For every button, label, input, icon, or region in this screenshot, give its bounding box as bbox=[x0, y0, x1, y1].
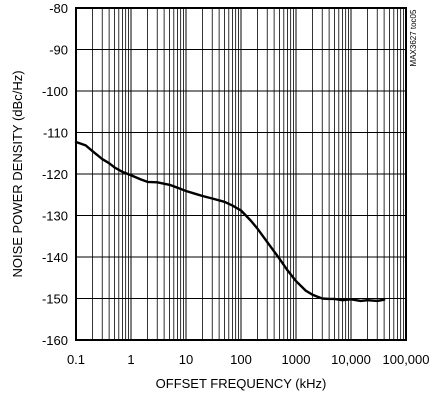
x-axis-label: OFFSET FREQUENCY (kHz) bbox=[156, 376, 327, 391]
figure-code-label: MAX3627 toc05 bbox=[409, 9, 418, 66]
y-tick-labels: -80 -90 -100 -110 -120 -130 -140 -150 -160 bbox=[42, 1, 68, 348]
y-tick-label: -120 bbox=[42, 167, 68, 182]
x-tick-label: 10 bbox=[179, 352, 193, 367]
y-tick-label: -140 bbox=[42, 250, 68, 265]
y-tick-label: -90 bbox=[49, 43, 68, 58]
plot-frame bbox=[75, 7, 407, 341]
x-tick-label: 1 bbox=[127, 352, 134, 367]
y-axis-label: NOISE POWER DENSITY (dBc/Hz) bbox=[10, 70, 25, 277]
y-tick-label: -110 bbox=[43, 126, 68, 141]
y-tick-label: -150 bbox=[42, 292, 68, 307]
x-tick-labels: 0.1 1 10 100 1000 10,000 100,000 bbox=[67, 352, 430, 367]
grid bbox=[75, 7, 406, 341]
x-tick-label: 10,000 bbox=[331, 352, 371, 367]
series-group bbox=[74, 140, 386, 303]
x-tick-label: 100 bbox=[230, 352, 252, 367]
x-tick-label: 0.1 bbox=[67, 352, 85, 367]
series-line-0 bbox=[74, 140, 386, 303]
y-tick-label: -80 bbox=[49, 1, 68, 16]
y-tick-label: -130 bbox=[42, 209, 68, 224]
x-tick-label: 1000 bbox=[282, 352, 311, 367]
y-tick-label: -160 bbox=[42, 333, 68, 348]
y-tick-label: -100 bbox=[42, 84, 68, 99]
x-tick-label: 100,000 bbox=[383, 352, 430, 367]
